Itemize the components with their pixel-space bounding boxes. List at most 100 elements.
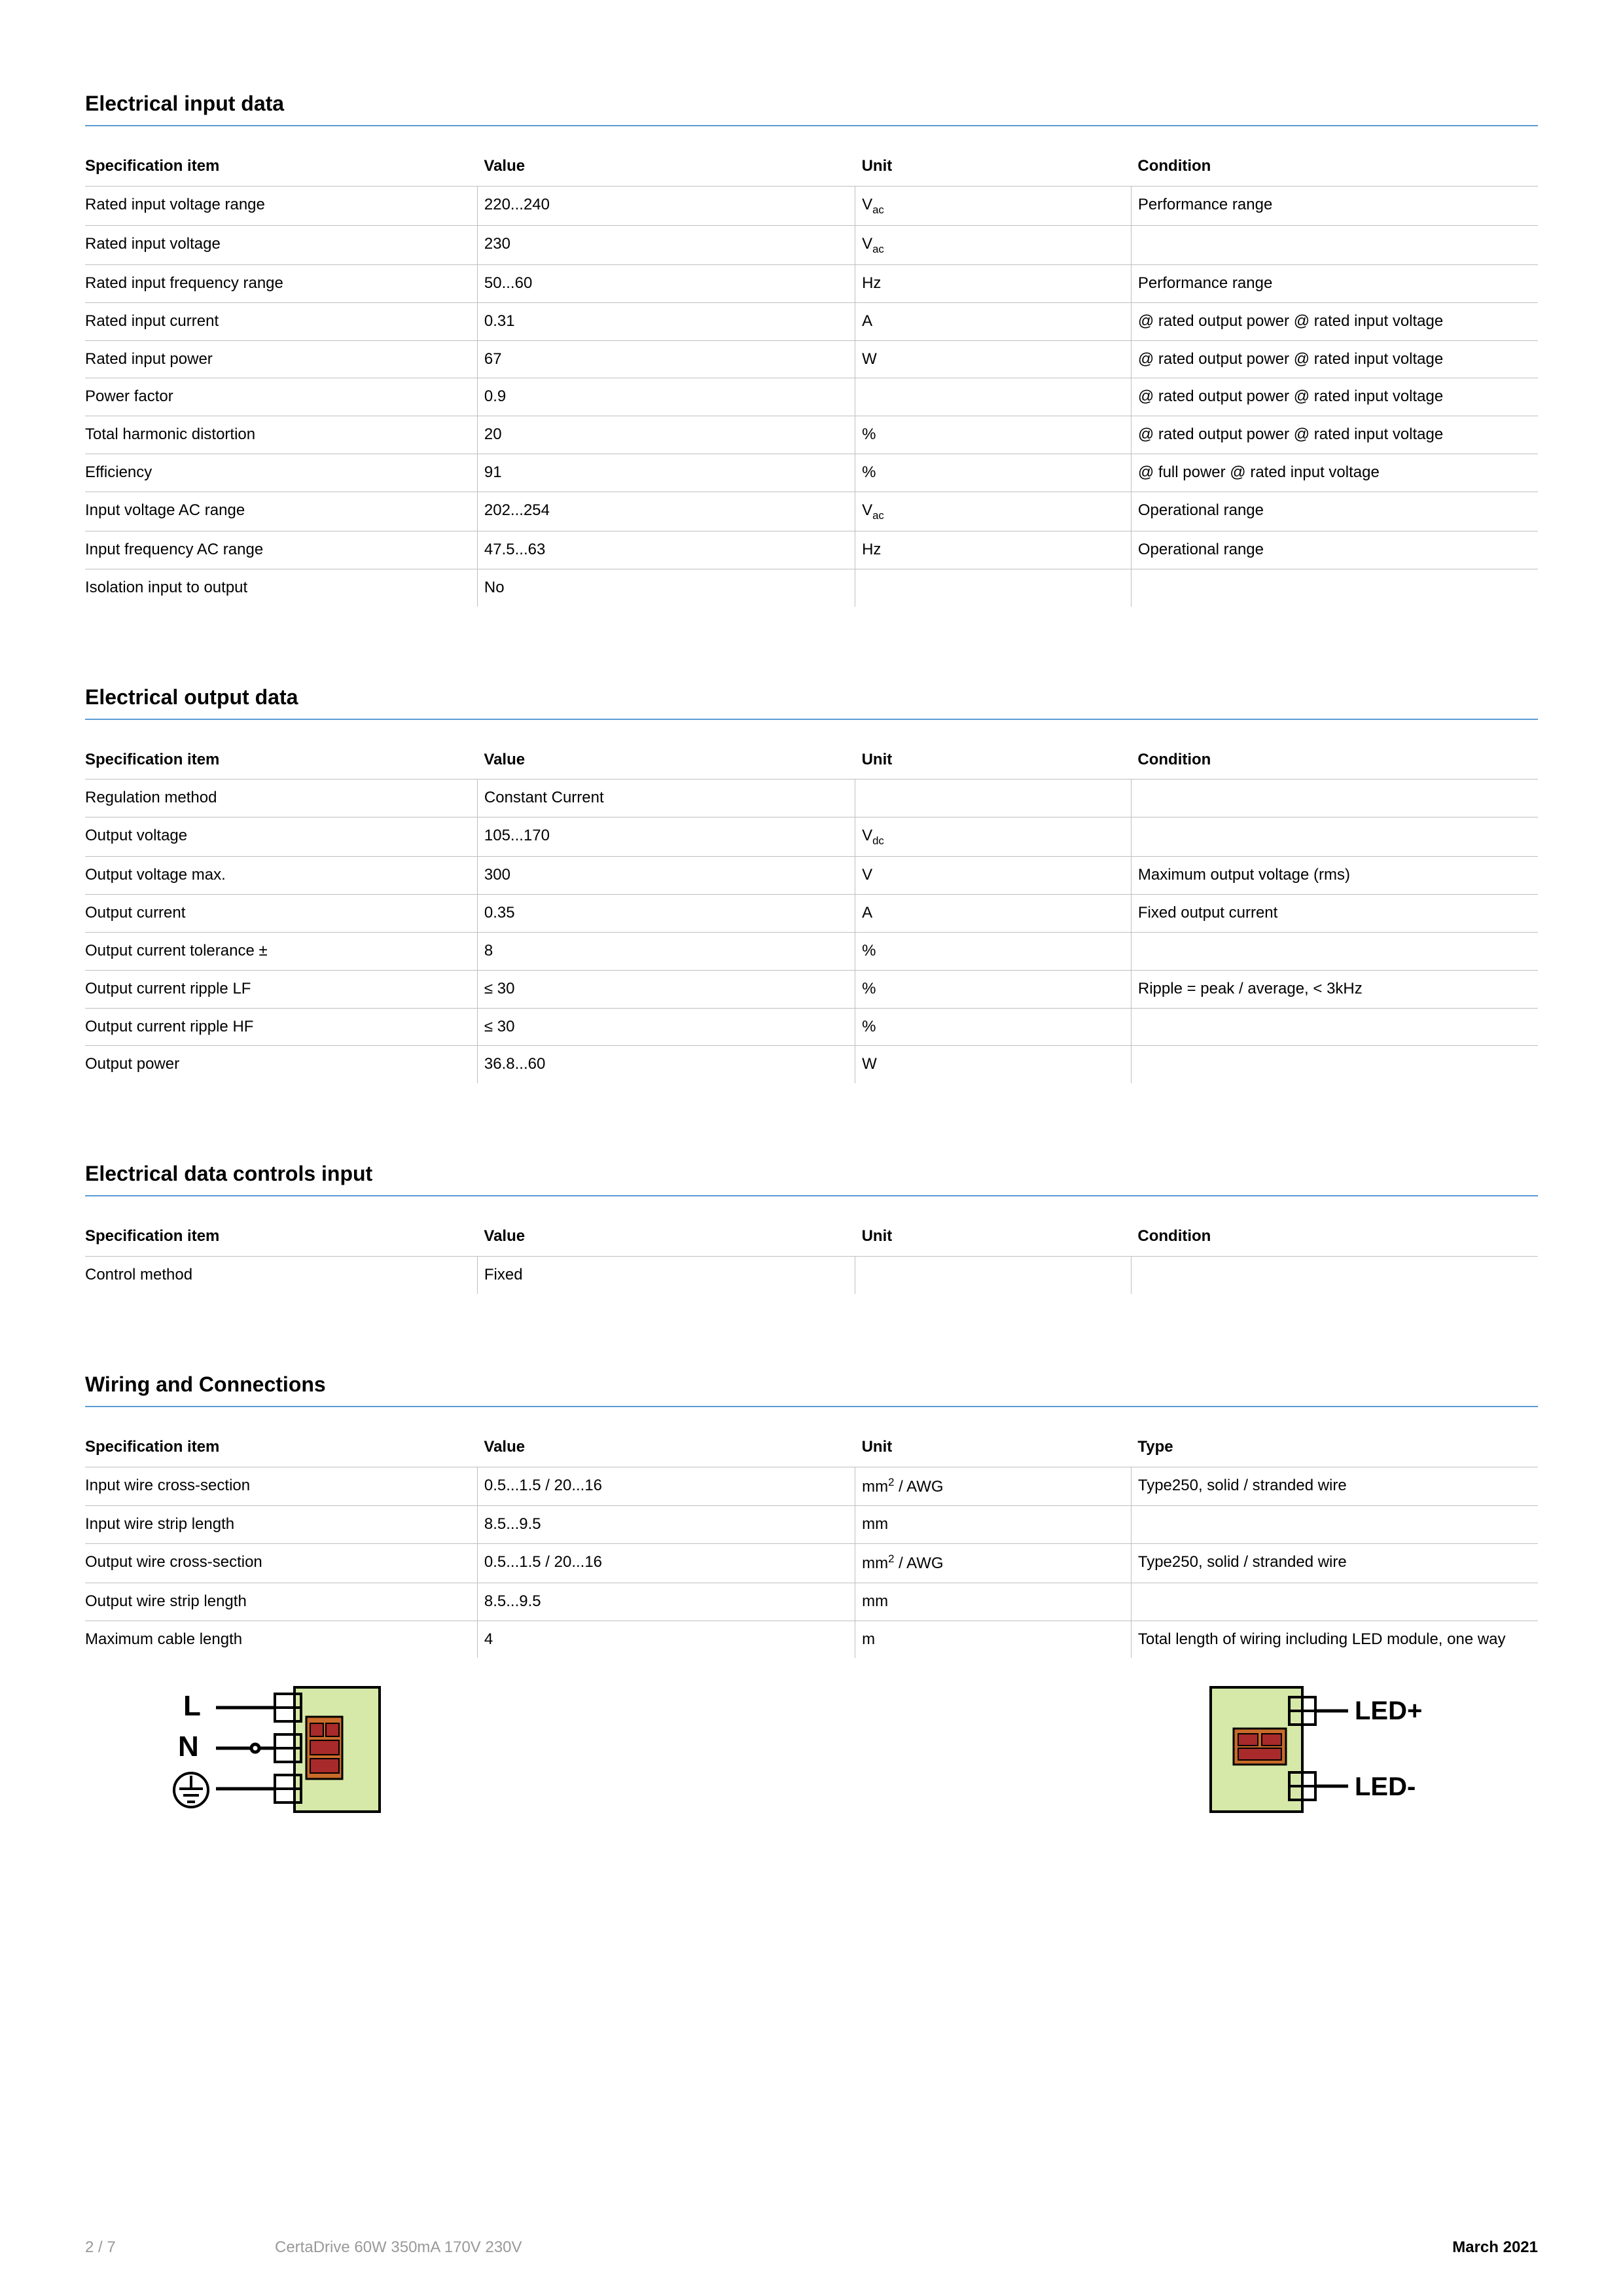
table-cell: mm2 / AWG xyxy=(855,1467,1132,1506)
table-column-header: Unit xyxy=(855,146,1132,186)
table-cell: Output wire strip length xyxy=(85,1583,477,1621)
table-cell: 202...254 xyxy=(477,492,855,531)
table-cell: mm2 / AWG xyxy=(855,1544,1132,1583)
table-cell xyxy=(855,780,1132,817)
table-cell: Input wire cross-section xyxy=(85,1467,477,1506)
output-label-minus: LED- xyxy=(1355,1772,1416,1801)
table-cell: V xyxy=(855,857,1132,895)
table-cell: Rated input power xyxy=(85,340,477,378)
table-cell: Total harmonic distortion xyxy=(85,416,477,454)
table-cell xyxy=(1131,1008,1538,1046)
section-title: Electrical input data xyxy=(85,92,1538,126)
table-cell: 300 xyxy=(477,857,855,895)
table-cell: 105...170 xyxy=(477,817,855,857)
table-row: Rated input power67W@ rated output power… xyxy=(85,340,1538,378)
table-cell: Efficiency xyxy=(85,454,477,492)
table-column-header: Condition xyxy=(1131,740,1538,780)
section-title: Wiring and Connections xyxy=(85,1372,1538,1407)
table-row: Input frequency AC range47.5...63HzOpera… xyxy=(85,531,1538,569)
table-column-header: Specification item xyxy=(85,1216,477,1256)
table-cell: Operational range xyxy=(1131,531,1538,569)
table-cell: Fixed output current xyxy=(1131,895,1538,933)
table-row: Output current0.35AFixed output current xyxy=(85,895,1538,933)
spec-section: Electrical output dataSpecification item… xyxy=(85,685,1538,1084)
page: Electrical input dataSpecification itemV… xyxy=(0,0,1623,2296)
table-row: Input wire strip length8.5...9.5mm xyxy=(85,1506,1538,1544)
input-label-n: N xyxy=(178,1731,199,1763)
table-cell: @ rated output power @ rated input volta… xyxy=(1131,416,1538,454)
table-row: Output current ripple LF≤ 30%Ripple = pe… xyxy=(85,970,1538,1008)
sections-container: Electrical input dataSpecification itemV… xyxy=(85,92,1538,1821)
table-cell: Rated input voltage xyxy=(85,225,477,264)
table-cell: Vac xyxy=(855,225,1132,264)
table-cell xyxy=(1131,932,1538,970)
table-cell: 8 xyxy=(477,932,855,970)
table-row: Rated input voltage range220...240VacPer… xyxy=(85,186,1538,225)
table-cell: 0.31 xyxy=(477,302,855,340)
table-cell: Output current ripple HF xyxy=(85,1008,477,1046)
table-column-header: Unit xyxy=(855,1427,1132,1467)
table-cell: Maximum output voltage (rms) xyxy=(1131,857,1538,895)
table-cell: ≤ 30 xyxy=(477,970,855,1008)
spec-table: Specification itemValueUnitTypeInput wir… xyxy=(85,1427,1538,1659)
spec-table: Specification itemValueUnitConditionRate… xyxy=(85,146,1538,607)
table-cell xyxy=(1131,1506,1538,1544)
table-row: Output wire cross-section0.5...1.5 / 20.… xyxy=(85,1544,1538,1583)
footer-page-number: 2 / 7 xyxy=(85,2238,116,2257)
table-cell xyxy=(1131,780,1538,817)
table-cell xyxy=(1131,1256,1538,1293)
table-cell: % xyxy=(855,416,1132,454)
table-cell: % xyxy=(855,454,1132,492)
table-cell: 4 xyxy=(477,1621,855,1658)
table-cell: 0.35 xyxy=(477,895,855,933)
table-cell: 220...240 xyxy=(477,186,855,225)
table-cell xyxy=(1131,817,1538,857)
table-cell: Output current ripple LF xyxy=(85,970,477,1008)
table-cell: Vdc xyxy=(855,817,1132,857)
table-row: Rated input current0.31A@ rated output p… xyxy=(85,302,1538,340)
table-cell: 50...60 xyxy=(477,265,855,303)
table-column-header: Value xyxy=(477,1216,855,1256)
footer-date: March 2021 xyxy=(1452,2238,1538,2257)
table-row: Total harmonic distortion20%@ rated outp… xyxy=(85,416,1538,454)
table-cell: Type250, solid / stranded wire xyxy=(1131,1544,1538,1583)
table-row: Output voltage max.300VMaximum output vo… xyxy=(85,857,1538,895)
table-cell: 8.5...9.5 xyxy=(477,1583,855,1621)
table-cell: Hz xyxy=(855,265,1132,303)
table-cell: 8.5...9.5 xyxy=(477,1506,855,1544)
table-row: Output current ripple HF≤ 30% xyxy=(85,1008,1538,1046)
table-cell: @ rated output power @ rated input volta… xyxy=(1131,302,1538,340)
table-cell: Operational range xyxy=(1131,492,1538,531)
table-row: Output power36.8...60W xyxy=(85,1046,1538,1083)
table-cell: Rated input voltage range xyxy=(85,186,477,225)
table-column-header: Unit xyxy=(855,1216,1132,1256)
table-cell xyxy=(1131,225,1538,264)
input-label-l: L xyxy=(183,1690,201,1722)
table-cell: Output current xyxy=(85,895,477,933)
table-cell xyxy=(855,378,1132,416)
table-column-header: Specification item xyxy=(85,146,477,186)
table-row: Rated input frequency range50...60HzPerf… xyxy=(85,265,1538,303)
spec-section: Wiring and Connections Specification item… xyxy=(85,1372,1538,1822)
table-cell: m xyxy=(855,1621,1132,1658)
table-cell: mm xyxy=(855,1583,1132,1621)
table-cell: % xyxy=(855,1008,1132,1046)
input-wiring-diagram: L N xyxy=(170,1677,386,1821)
table-cell: Type250, solid / stranded wire xyxy=(1131,1467,1538,1506)
table-cell: % xyxy=(855,970,1132,1008)
table-column-header: Type xyxy=(1131,1427,1538,1467)
table-cell xyxy=(855,569,1132,606)
table-cell: Vac xyxy=(855,186,1132,225)
table-cell: Constant Current xyxy=(477,780,855,817)
table-column-header: Specification item xyxy=(85,740,477,780)
spec-table: Specification itemValueUnitConditionRegu… xyxy=(85,740,1538,1084)
table-cell: W xyxy=(855,1046,1132,1083)
spec-section: Electrical input dataSpecification itemV… xyxy=(85,92,1538,607)
table-cell xyxy=(1131,1046,1538,1083)
table-cell: Vac xyxy=(855,492,1132,531)
table-column-header: Unit xyxy=(855,740,1132,780)
table-cell: A xyxy=(855,302,1132,340)
table-row: Control methodFixed xyxy=(85,1256,1538,1293)
table-cell: 0.5...1.5 / 20...16 xyxy=(477,1544,855,1583)
table-row: Rated input voltage230Vac xyxy=(85,225,1538,264)
